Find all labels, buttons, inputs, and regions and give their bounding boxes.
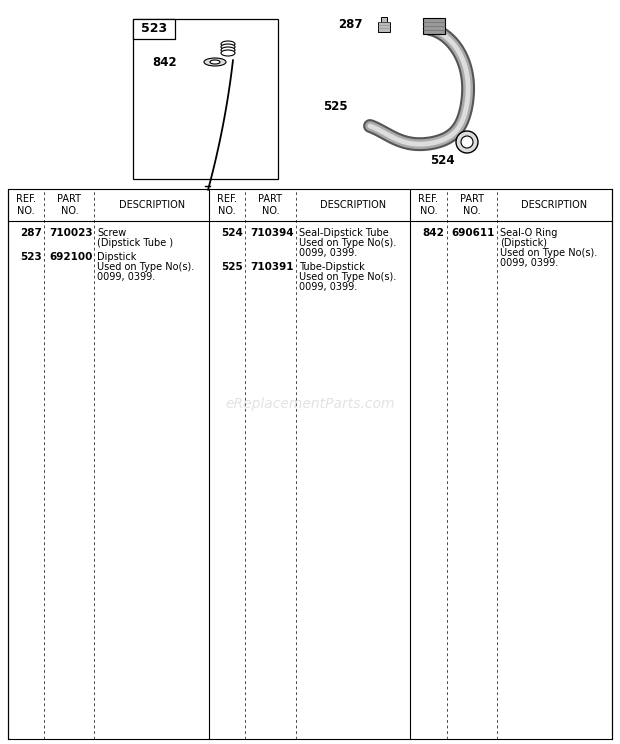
Text: Seal-Dipstick Tube: Seal-Dipstick Tube (299, 228, 388, 238)
Text: Dipstick: Dipstick (97, 252, 137, 262)
Ellipse shape (210, 60, 220, 64)
Text: Used on Type No(s).: Used on Type No(s). (97, 262, 195, 272)
Ellipse shape (221, 44, 235, 50)
Ellipse shape (221, 50, 235, 56)
Text: 287: 287 (20, 228, 42, 238)
Text: 842: 842 (423, 228, 445, 238)
Text: PART
NO.: PART NO. (460, 194, 484, 216)
Text: 525: 525 (322, 100, 347, 112)
Text: Seal-O Ring: Seal-O Ring (500, 228, 557, 238)
Bar (423, 18, 445, 34)
Bar (133, 19, 278, 179)
Ellipse shape (456, 131, 478, 153)
Text: 710023: 710023 (49, 228, 92, 238)
Text: DESCRIPTION: DESCRIPTION (521, 200, 588, 210)
Text: PART
NO.: PART NO. (57, 194, 81, 216)
Text: 0099, 0399.: 0099, 0399. (500, 258, 558, 268)
Text: 690611: 690611 (451, 228, 495, 238)
Text: Used on Type No(s).: Used on Type No(s). (299, 238, 396, 248)
Text: Used on Type No(s).: Used on Type No(s). (500, 248, 597, 258)
Text: Screw: Screw (97, 228, 126, 238)
Text: PART
NO.: PART NO. (259, 194, 283, 216)
Text: 523: 523 (20, 252, 42, 262)
Text: (Dipstick): (Dipstick) (500, 238, 547, 248)
Text: 692100: 692100 (49, 252, 92, 262)
Ellipse shape (204, 58, 226, 66)
Text: 524: 524 (430, 153, 454, 167)
Text: (Dipstick Tube ): (Dipstick Tube ) (97, 238, 174, 248)
Text: 524: 524 (221, 228, 243, 238)
Bar (378, 22, 390, 32)
Text: Tube-Dipstick: Tube-Dipstick (299, 262, 365, 272)
Bar (8, 189, 612, 739)
Ellipse shape (221, 41, 235, 47)
Text: 0099, 0399.: 0099, 0399. (299, 282, 357, 292)
Text: 287: 287 (338, 18, 362, 31)
Text: 710394: 710394 (250, 228, 294, 238)
Text: 0099, 0399.: 0099, 0399. (299, 248, 357, 258)
Text: 0099, 0399.: 0099, 0399. (97, 272, 156, 282)
Text: 710391: 710391 (250, 262, 294, 272)
Text: DESCRIPTION: DESCRIPTION (320, 200, 386, 210)
Text: 842: 842 (153, 56, 177, 68)
Text: eReplacementParts.com: eReplacementParts.com (225, 397, 395, 411)
Bar (381, 17, 387, 22)
Text: Used on Type No(s).: Used on Type No(s). (299, 272, 396, 282)
Text: REF.
NO.: REF. NO. (16, 194, 36, 216)
Ellipse shape (461, 136, 473, 148)
Text: DESCRIPTION: DESCRIPTION (119, 200, 185, 210)
Text: REF.
NO.: REF. NO. (418, 194, 438, 216)
Bar (133, 19, 175, 39)
Text: 525: 525 (221, 262, 243, 272)
Ellipse shape (221, 47, 235, 53)
Text: REF.
NO.: REF. NO. (217, 194, 237, 216)
Text: 523: 523 (141, 22, 167, 36)
